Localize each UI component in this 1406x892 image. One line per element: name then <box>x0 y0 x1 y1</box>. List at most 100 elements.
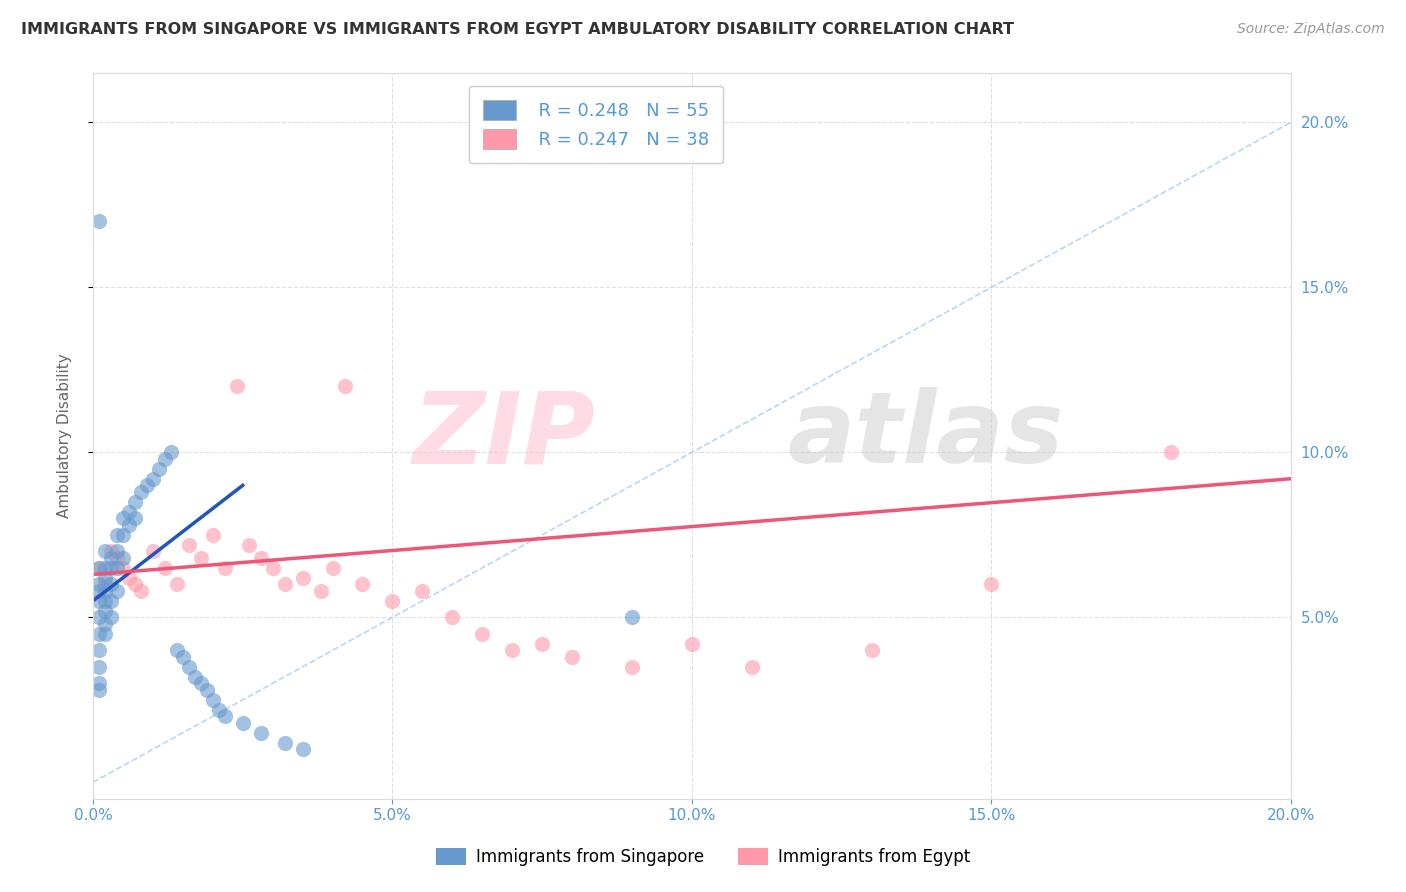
Point <box>262 561 284 575</box>
Point <box>980 577 1002 591</box>
Point <box>214 561 236 575</box>
Point <box>100 577 122 591</box>
Point <box>111 561 134 575</box>
Point <box>105 550 128 565</box>
Point <box>87 594 110 608</box>
Point <box>201 528 224 542</box>
Point <box>166 643 188 657</box>
Point <box>153 452 176 467</box>
Text: IMMIGRANTS FROM SINGAPORE VS IMMIGRANTS FROM EGYPT AMBULATORY DISABILITY CORRELA: IMMIGRANTS FROM SINGAPORE VS IMMIGRANTS … <box>21 22 1014 37</box>
Point <box>87 577 110 591</box>
Point <box>111 511 134 525</box>
Point <box>160 445 183 459</box>
Point <box>291 571 314 585</box>
Point <box>232 715 254 730</box>
Text: atlas: atlas <box>787 387 1064 484</box>
Point <box>87 676 110 690</box>
Point <box>177 660 200 674</box>
Point <box>94 577 117 591</box>
Point <box>1160 445 1182 459</box>
Point <box>94 604 117 618</box>
Point <box>190 676 212 690</box>
Point <box>322 561 344 575</box>
Point <box>273 577 295 591</box>
Point <box>148 462 170 476</box>
Point <box>87 682 110 697</box>
Point <box>135 478 157 492</box>
Point <box>118 517 141 532</box>
Point <box>249 550 271 565</box>
Point <box>105 544 128 558</box>
Point <box>100 550 122 565</box>
Point <box>94 544 117 558</box>
Point <box>105 561 128 575</box>
Point <box>860 643 883 657</box>
Point <box>681 637 703 651</box>
Point <box>105 583 128 598</box>
Point <box>352 577 374 591</box>
Text: ZIP: ZIP <box>413 387 596 484</box>
Point <box>177 538 200 552</box>
Point <box>87 660 110 674</box>
Point <box>172 649 194 664</box>
Point <box>100 594 122 608</box>
Point <box>100 610 122 624</box>
Text: Source: ZipAtlas.com: Source: ZipAtlas.com <box>1237 22 1385 37</box>
Point <box>94 561 117 575</box>
Point <box>214 709 236 723</box>
Point <box>501 643 523 657</box>
Point <box>273 736 295 750</box>
Point <box>195 682 218 697</box>
Point <box>87 583 110 598</box>
Point <box>87 627 110 641</box>
Point <box>190 550 212 565</box>
Point <box>441 610 464 624</box>
Legend: Immigrants from Singapore, Immigrants from Egypt: Immigrants from Singapore, Immigrants fr… <box>429 841 977 873</box>
Point <box>129 583 152 598</box>
Point <box>94 583 117 598</box>
Point <box>87 610 110 624</box>
Point <box>87 214 110 228</box>
Y-axis label: Ambulatory Disability: Ambulatory Disability <box>58 353 72 518</box>
Point <box>531 637 554 651</box>
Point <box>249 725 271 739</box>
Point <box>124 511 146 525</box>
Point <box>94 616 117 631</box>
Point <box>118 571 141 585</box>
Point <box>291 742 314 756</box>
Point <box>201 693 224 707</box>
Point <box>124 495 146 509</box>
Point <box>94 571 117 585</box>
Point <box>620 610 643 624</box>
Point <box>129 485 152 500</box>
Point <box>225 379 247 393</box>
Point <box>411 583 433 598</box>
Point <box>153 561 176 575</box>
Point <box>87 561 110 575</box>
Point <box>94 594 117 608</box>
Point <box>87 643 110 657</box>
Point <box>100 561 122 575</box>
Point <box>142 472 165 486</box>
Point <box>94 627 117 641</box>
Point <box>100 544 122 558</box>
Point <box>111 528 134 542</box>
Point <box>238 538 260 552</box>
Point <box>309 583 332 598</box>
Point <box>184 670 207 684</box>
Point <box>620 660 643 674</box>
Point <box>124 577 146 591</box>
Point <box>333 379 356 393</box>
Point <box>118 505 141 519</box>
Point <box>741 660 763 674</box>
Legend:   R = 0.248   N = 55,   R = 0.247   N = 38: R = 0.248 N = 55, R = 0.247 N = 38 <box>468 86 723 163</box>
Point <box>471 627 494 641</box>
Point <box>561 649 583 664</box>
Point <box>105 528 128 542</box>
Point <box>166 577 188 591</box>
Point <box>111 550 134 565</box>
Point <box>381 594 404 608</box>
Point <box>87 561 110 575</box>
Point <box>142 544 165 558</box>
Point <box>208 703 231 717</box>
